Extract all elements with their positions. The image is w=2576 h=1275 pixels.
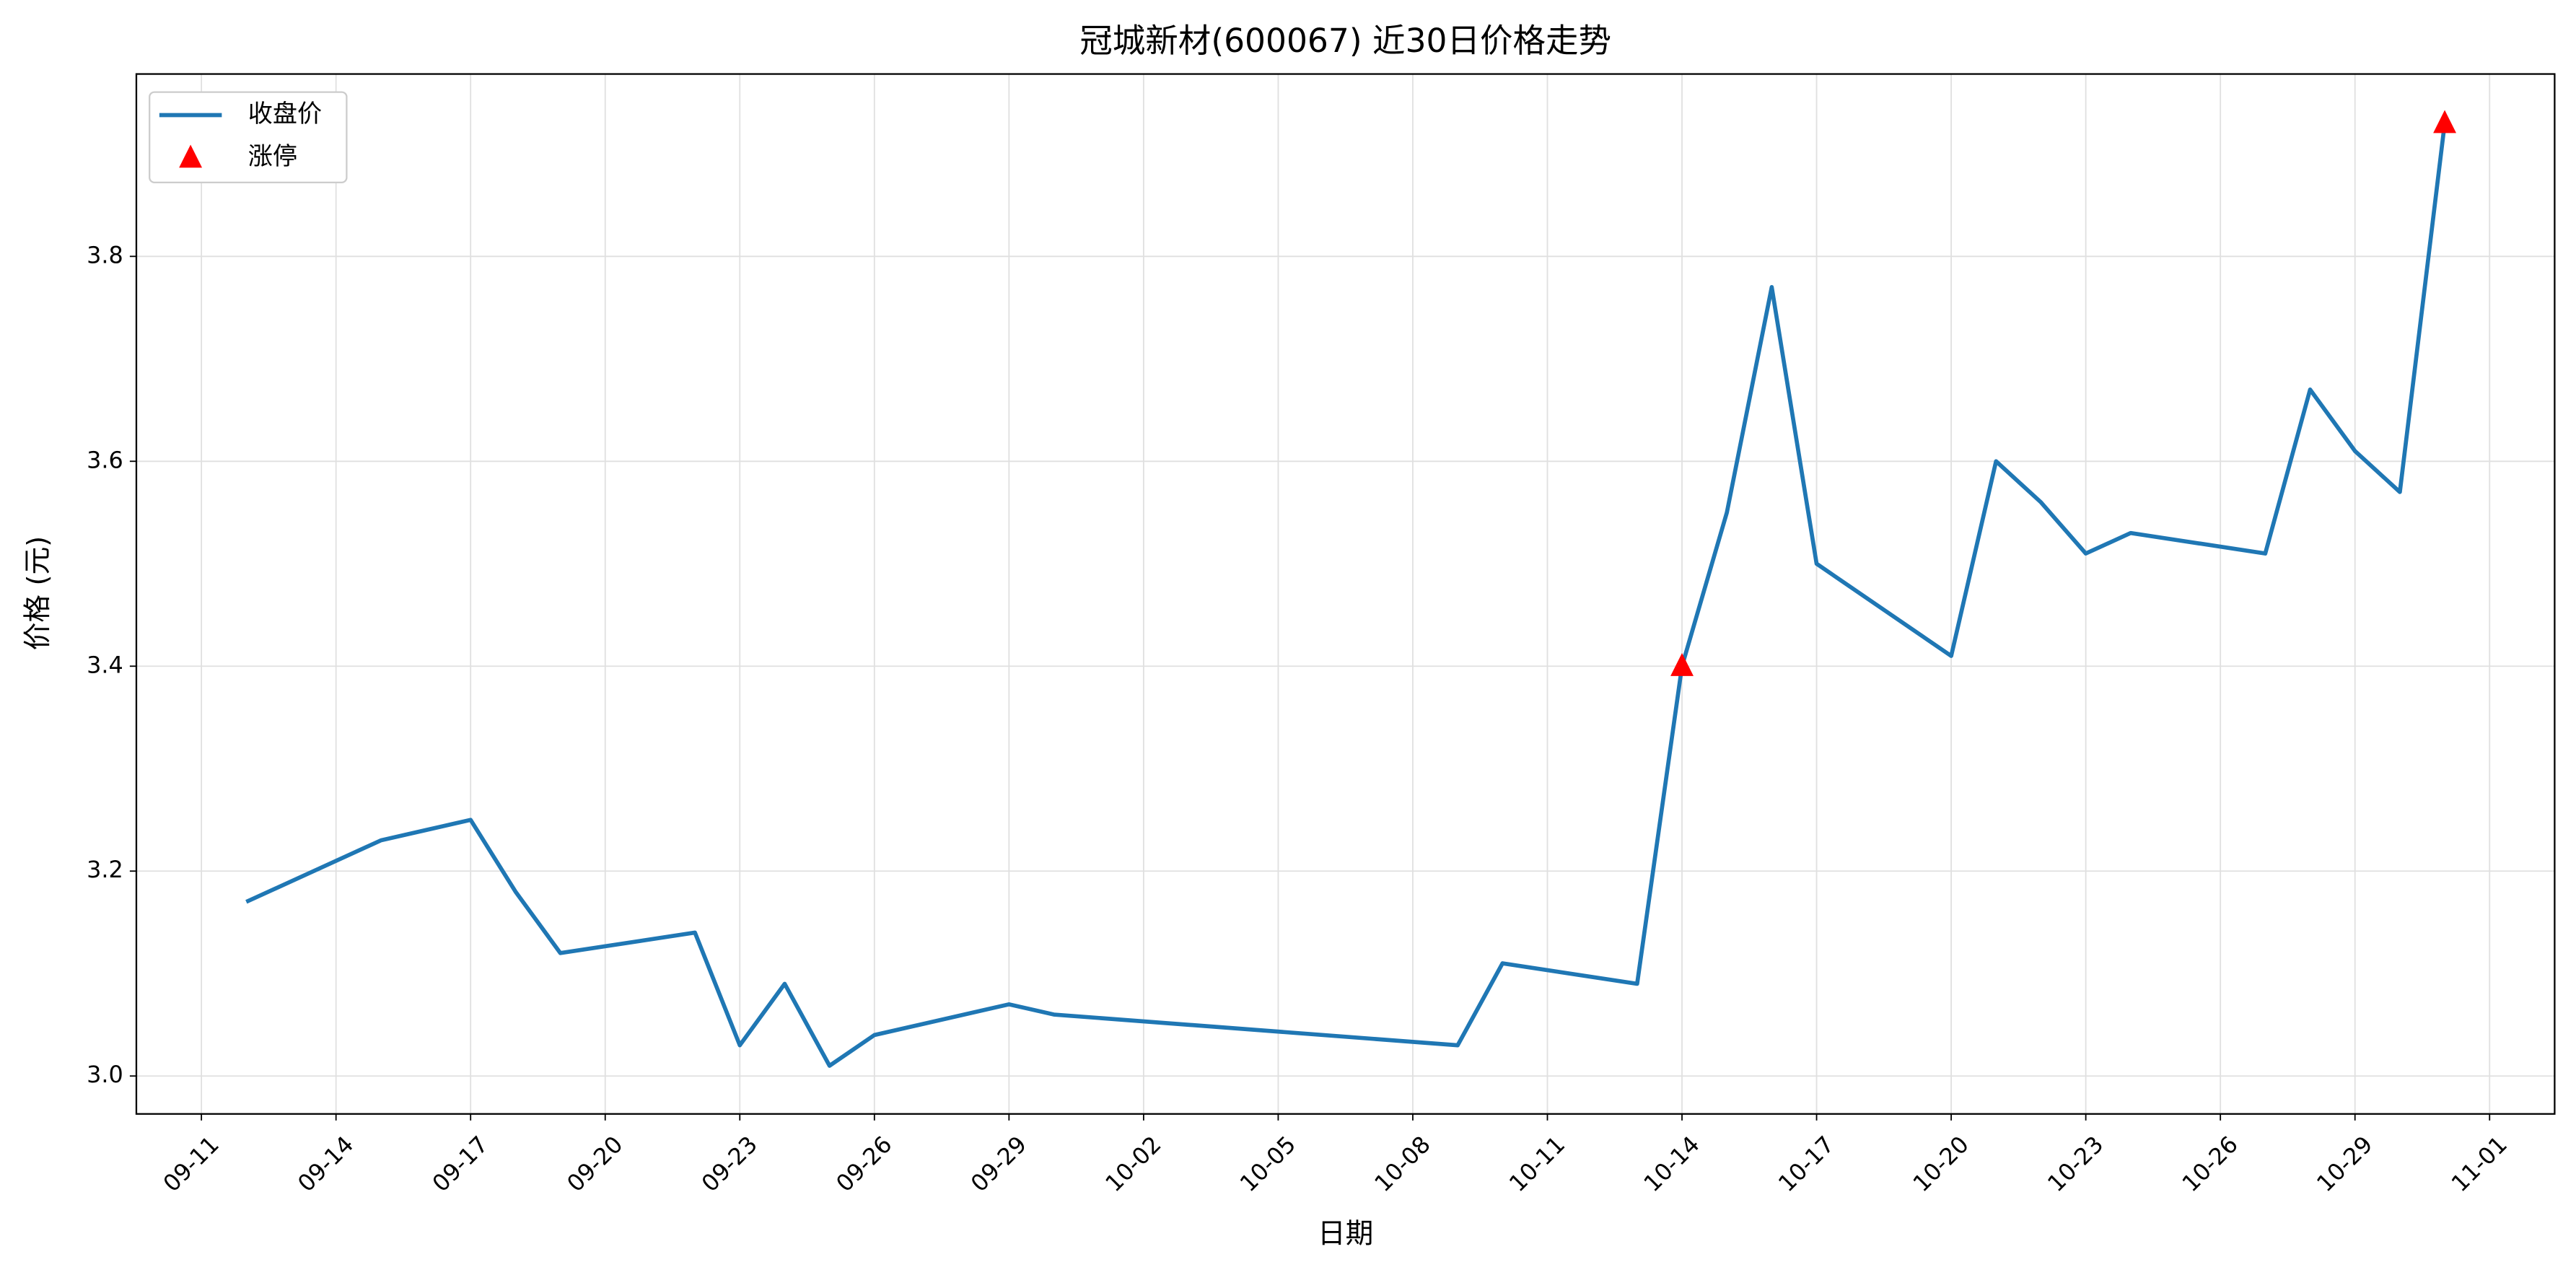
y-tick-label: 3.0: [87, 1061, 123, 1088]
y-tick-label: 3.8: [87, 241, 123, 268]
x-tick-label: 10-02: [1100, 1131, 1166, 1197]
plot-frame: [135, 73, 2556, 1115]
x-tick-label: 10-20: [1908, 1131, 1974, 1197]
x-tick-label: 10-05: [1235, 1131, 1301, 1197]
price-line: [245, 123, 2447, 1068]
x-tick-label: 09-23: [696, 1131, 763, 1197]
legend-label: 涨停: [248, 142, 297, 171]
x-tick-label: 09-17: [427, 1131, 494, 1197]
x-tick-label: 11-01: [2446, 1131, 2513, 1197]
x-tick-label: 10-14: [1638, 1131, 1704, 1197]
x-tick-label: 10-29: [2311, 1131, 2378, 1197]
x-tick-label: 10-17: [1773, 1131, 1839, 1197]
x-tick-label: 09-11: [158, 1131, 224, 1197]
x-tick-label: 09-20: [561, 1131, 628, 1197]
x-tick-label: 10-23: [2042, 1131, 2108, 1197]
y-tick-label: 3.6: [87, 446, 123, 473]
chart-title: 冠城新材(600067) 近30日价格走势: [1079, 22, 1611, 60]
y-axis-label: 价格 (元): [22, 536, 54, 651]
x-tick-label: 09-26: [831, 1131, 897, 1197]
y-tick-label: 3.4: [87, 651, 123, 678]
limit-up-marker: [2433, 110, 2457, 133]
x-tick-label: 10-08: [1369, 1131, 1435, 1197]
x-tick-label: 09-29: [965, 1131, 1032, 1197]
x-tick-label: 10-11: [1504, 1131, 1570, 1197]
x-tick-label: 10-26: [2177, 1131, 2243, 1197]
limit-up-marker: [1670, 653, 1694, 676]
x-axis-label: 日期: [1318, 1218, 1373, 1250]
legend-swatch: [179, 144, 203, 168]
x-tick-label: 09-14: [292, 1131, 359, 1197]
y-tick-label: 3.2: [87, 856, 123, 883]
legend-label: 收盘价: [248, 100, 322, 128]
